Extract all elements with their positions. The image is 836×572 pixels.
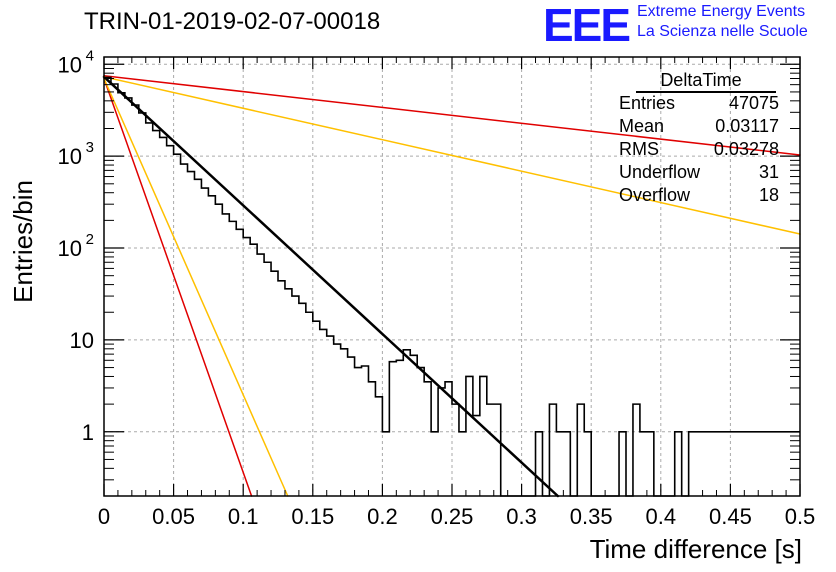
fit-line	[102, 75, 560, 498]
x-tick-label: 0.5	[785, 504, 816, 529]
logo-line-1: Extreme Energy Events	[637, 3, 806, 20]
y-tick-label: 1	[82, 420, 94, 445]
curve-red-1	[103, 77, 253, 497]
y-tick-label: 10	[70, 328, 94, 353]
y-axis-title: Entries/bin	[8, 180, 38, 303]
y-tick-exponent: 2	[86, 231, 94, 248]
x-tick-label: 0.35	[570, 504, 613, 529]
stats-label: Mean	[619, 116, 665, 136]
x-tick-label: 0.45	[709, 504, 752, 529]
stats-row-overflow: Overflow 18	[619, 185, 779, 207]
eee-logo: EEE	[543, 0, 631, 51]
stats-label: Underflow	[619, 162, 701, 182]
x-tick-label: 0.3	[506, 504, 537, 529]
stats-title: DeltaTime	[660, 70, 742, 90]
stats-row-rms: RMS 0.03278	[619, 139, 779, 161]
y-tick-label: 10	[58, 144, 82, 169]
x-tick-label: 0.4	[646, 504, 677, 529]
x-tick-label: 0.15	[291, 504, 334, 529]
stats-value: 47075	[728, 93, 779, 113]
y-tick-label: 10	[58, 236, 82, 261]
x-tick-label: 0.05	[152, 504, 195, 529]
y-tick-label: 10	[58, 52, 82, 77]
stats-value: 0.03278	[713, 139, 779, 159]
stats-row-mean: Mean 0.03117	[619, 116, 779, 138]
stats-label: Entries	[619, 93, 676, 113]
stats-row-entries: Entries 47075	[619, 93, 779, 115]
curve-yellow-4	[103, 76, 801, 235]
y-tick-exponent: 3	[86, 139, 94, 156]
stats-label: RMS	[619, 139, 659, 159]
chart-title: TRIN-01-2019-02-07-00018	[84, 8, 381, 35]
stats-value: 31	[758, 162, 779, 182]
stats-divider	[636, 91, 776, 93]
histogram-line	[104, 76, 800, 497]
x-tick-label: 0.1	[228, 504, 259, 529]
x-tick-label: 0	[98, 504, 110, 529]
stats-label: Overflow	[619, 185, 691, 205]
curve-red-3	[103, 75, 801, 156]
x-tick-label: 0.25	[431, 504, 474, 529]
curve-yellow-2	[103, 77, 289, 497]
stats-row-underflow: Underflow 31	[619, 162, 779, 184]
x-axis-title: Time difference [s]	[589, 534, 802, 564]
exponential-curves	[102, 75, 801, 498]
logo-line-2: La Scienza nelle Scuole	[637, 23, 808, 40]
x-axis: 0 0.05 0.1 0.15 0.2 0.25 0.3 0.35 0.4 0.45 0.5	[98, 57, 815, 529]
stats-value: 18	[758, 185, 779, 205]
stats-box: DeltaTime Entries 47075 Mean 0.03117 RMS…	[611, 70, 781, 206]
histogram-series	[104, 76, 800, 497]
y-tick-exponent: 4	[86, 47, 94, 64]
stats-value: 0.03117	[715, 116, 779, 136]
x-tick-label: 0.2	[367, 504, 398, 529]
